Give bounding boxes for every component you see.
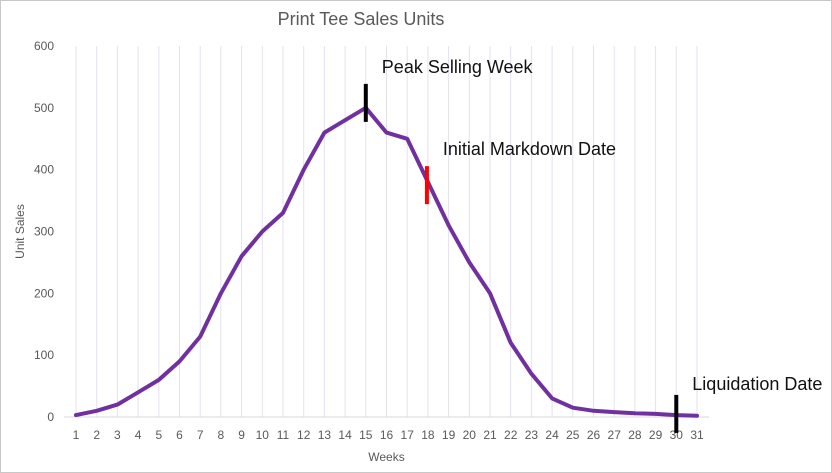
annotation-label: Initial Markdown Date <box>443 139 616 159</box>
x-tick-label: 25 <box>566 428 580 442</box>
x-tick-label: 21 <box>483 428 497 442</box>
y-axis-label: Unit Sales <box>13 204 27 259</box>
x-tick-label: 30 <box>670 428 684 442</box>
x-tick-label: 6 <box>176 428 183 442</box>
x-axis-label: Weeks <box>368 450 404 464</box>
series-line-unit-sales <box>74 105 699 418</box>
x-tick-label: 12 <box>297 428 311 442</box>
y-axis-ticks: 0 100 200 300 400 500 600 <box>34 39 54 424</box>
y-tick-label: 100 <box>34 348 54 362</box>
y-tick-label: 0 <box>47 410 54 424</box>
x-tick-label: 8 <box>218 428 225 442</box>
x-tick-label: 4 <box>135 428 142 442</box>
y-tick-label: 500 <box>34 101 54 115</box>
x-tick-label: 26 <box>587 428 601 442</box>
x-tick-label: 10 <box>256 428 270 442</box>
chart-title: Print Tee Sales Units <box>277 9 445 29</box>
x-tick-label: 7 <box>197 428 204 442</box>
annotation-label: Peak Selling Week <box>382 57 534 77</box>
x-tick-label: 28 <box>628 428 642 442</box>
x-tick-label: 17 <box>401 428 415 442</box>
x-tick-label: 31 <box>690 428 704 442</box>
y-tick-label: 200 <box>34 286 54 300</box>
x-tick-label: 15 <box>359 428 373 442</box>
x-tick-label: 29 <box>649 428 663 442</box>
x-tick-label: 16 <box>380 428 394 442</box>
x-tick-label: 19 <box>442 428 456 442</box>
x-tick-label: 22 <box>504 428 518 442</box>
y-tick-label: 600 <box>34 39 54 53</box>
x-tick-label: 23 <box>525 428 539 442</box>
x-tick-label: 3 <box>114 428 121 442</box>
x-axis-ticks: 1 2 3 4 5 6 7 8 9 10 11 12 13 14 15 16 17 18 19 20 21 22 23 24 2… <box>73 428 704 442</box>
y-tick-label: 400 <box>34 163 54 177</box>
annotation-label: Liquidation Date <box>692 374 822 394</box>
annotations: Peak Selling Week Initial Markdown Date Li… <box>363 57 822 433</box>
x-tick-label: 13 <box>318 428 332 442</box>
vertical-gridlines <box>75 46 698 417</box>
x-tick-label: 11 <box>277 428 290 442</box>
x-tick-label: 24 <box>545 428 559 442</box>
x-tick-label: 27 <box>608 428 622 442</box>
x-tick-label: 18 <box>421 428 435 442</box>
x-tick-label: 2 <box>93 428 100 442</box>
x-tick-label: 14 <box>338 428 352 442</box>
x-tick-label: 20 <box>463 428 477 442</box>
y-tick-label: 300 <box>34 225 54 239</box>
x-tick-label: 9 <box>238 428 245 442</box>
x-tick-label: 5 <box>155 428 162 442</box>
x-tick-label: 1 <box>73 428 80 442</box>
